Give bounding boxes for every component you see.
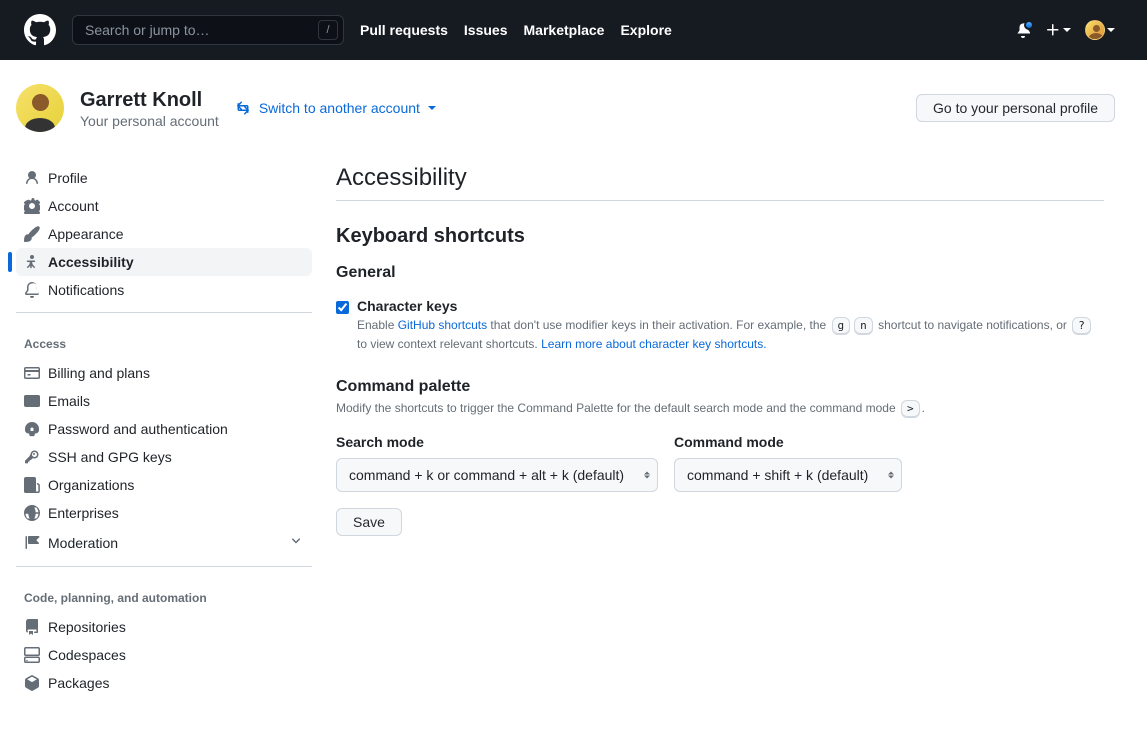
- sidebar-item-profile[interactable]: Profile: [16, 164, 312, 192]
- notifications-icon[interactable]: [1015, 22, 1031, 38]
- subsection-general: General: [336, 264, 1104, 282]
- person-icon: [24, 170, 40, 186]
- globe-icon: [24, 505, 40, 521]
- character-keys-label[interactable]: Character keys: [357, 298, 1104, 314]
- caret-down-icon: [428, 106, 436, 110]
- sidebar-item-label: Notifications: [48, 282, 124, 298]
- account-type-label: Your personal account: [80, 113, 219, 129]
- sidebar-item-ssh-and-gpg-keys[interactable]: SSH and GPG keys: [16, 443, 312, 471]
- sidebar-item-label: Packages: [48, 675, 109, 691]
- sidebar-item-label: Repositories: [48, 619, 126, 635]
- command-palette-description: Modify the shortcuts to trigger the Comm…: [336, 400, 1104, 418]
- sidebar-item-appearance[interactable]: Appearance: [16, 220, 312, 248]
- package-icon: [24, 675, 40, 691]
- sidebar-item-label: SSH and GPG keys: [48, 449, 172, 465]
- settings-main: Accessibility Keyboard shortcuts General…: [336, 164, 1104, 697]
- codespaces-icon: [24, 647, 40, 663]
- kbd-question: ?: [1072, 317, 1091, 335]
- github-shortcuts-link[interactable]: GitHub shortcuts: [398, 318, 487, 332]
- section-keyboard-shortcuts: Keyboard shortcuts: [336, 225, 1104, 248]
- go-to-profile-button[interactable]: Go to your personal profile: [916, 94, 1115, 122]
- sidebar-item-notifications[interactable]: Notifications: [16, 276, 312, 304]
- search-mode-label: Search mode: [336, 434, 658, 450]
- sidebar-item-emails[interactable]: Emails: [16, 387, 312, 415]
- user-menu-dropdown[interactable]: [1085, 20, 1115, 40]
- chevron-down-icon: [288, 533, 304, 552]
- global-nav: Pull requests Issues Marketplace Explore: [360, 22, 672, 38]
- search-mode-select[interactable]: command + k or command + alt + k (defaul…: [336, 458, 658, 492]
- sidebar-item-moderation[interactable]: Moderation: [16, 527, 312, 558]
- sidebar-heading-access: Access: [16, 329, 312, 359]
- save-button[interactable]: Save: [336, 508, 402, 536]
- repo-icon: [24, 619, 40, 635]
- character-keys-description: Enable GitHub shortcuts that don't use m…: [357, 316, 1104, 354]
- user-avatar-large: [16, 84, 64, 132]
- learn-more-link[interactable]: Learn more about character key shortcuts…: [541, 337, 766, 351]
- sidebar-item-label: Moderation: [48, 535, 118, 551]
- nav-issues[interactable]: Issues: [464, 22, 508, 38]
- subsection-command-palette: Command palette: [336, 378, 1104, 396]
- kbd-n: n: [854, 317, 873, 335]
- sidebar-item-label: Accessibility: [48, 254, 134, 270]
- bell-icon: [24, 282, 40, 298]
- accessibility-icon: [24, 254, 40, 270]
- sidebar-item-codespaces[interactable]: Codespaces: [16, 641, 312, 669]
- sidebar-item-label: Profile: [48, 170, 88, 186]
- sidebar-heading-code: Code, planning, and automation: [16, 583, 312, 613]
- search-slash-key: /: [318, 20, 338, 40]
- organization-icon: [24, 477, 40, 493]
- mail-icon: [24, 393, 40, 409]
- nav-pull-requests[interactable]: Pull requests: [360, 22, 448, 38]
- nav-explore[interactable]: Explore: [620, 22, 671, 38]
- gear-icon: [24, 198, 40, 214]
- sidebar-item-account[interactable]: Account: [16, 192, 312, 220]
- report-icon: [24, 535, 40, 551]
- page-title: Accessibility: [336, 164, 1104, 201]
- search-input[interactable]: [72, 15, 344, 45]
- command-mode-label: Command mode: [674, 434, 902, 450]
- create-new-dropdown[interactable]: [1045, 22, 1071, 38]
- sidebar-item-enterprises[interactable]: Enterprises: [16, 499, 312, 527]
- sidebar-item-label: Billing and plans: [48, 365, 150, 381]
- sidebar-item-password-and-authentication[interactable]: Password and authentication: [16, 415, 312, 443]
- kbd-g: g: [832, 317, 851, 335]
- sidebar-item-label: Account: [48, 198, 99, 214]
- sidebar-item-billing-and-plans[interactable]: Billing and plans: [16, 359, 312, 387]
- sidebar-item-accessibility[interactable]: Accessibility: [16, 248, 312, 276]
- nav-marketplace[interactable]: Marketplace: [524, 22, 605, 38]
- sidebar-item-packages[interactable]: Packages: [16, 669, 312, 697]
- sidebar-item-label: Password and authentication: [48, 421, 228, 437]
- arrow-switch-icon: [235, 100, 251, 116]
- kbd-gt: >: [901, 400, 920, 418]
- github-logo[interactable]: [24, 14, 56, 46]
- sidebar-item-label: Emails: [48, 393, 90, 409]
- sidebar-item-label: Enterprises: [48, 505, 119, 521]
- sidebar-item-label: Organizations: [48, 477, 134, 493]
- user-full-name: Garrett Knoll: [80, 87, 219, 113]
- sidebar-item-label: Appearance: [48, 226, 124, 242]
- paintbrush-icon: [24, 226, 40, 242]
- sidebar-item-repositories[interactable]: Repositories: [16, 613, 312, 641]
- shield-lock-icon: [24, 421, 40, 437]
- user-avatar-small: [1085, 20, 1105, 40]
- sidebar-item-organizations[interactable]: Organizations: [16, 471, 312, 499]
- command-mode-select[interactable]: command + shift + k (default): [674, 458, 902, 492]
- credit-card-icon: [24, 365, 40, 381]
- key-icon: [24, 449, 40, 465]
- settings-sidebar: Profile Account Appearance Accessibility Not…: [16, 164, 312, 697]
- sidebar-item-label: Codespaces: [48, 647, 126, 663]
- switch-account-label: Switch to another account: [259, 100, 420, 116]
- switch-account-link[interactable]: Switch to another account: [235, 100, 436, 116]
- notification-badge: [1024, 20, 1034, 30]
- character-keys-checkbox[interactable]: [336, 301, 349, 314]
